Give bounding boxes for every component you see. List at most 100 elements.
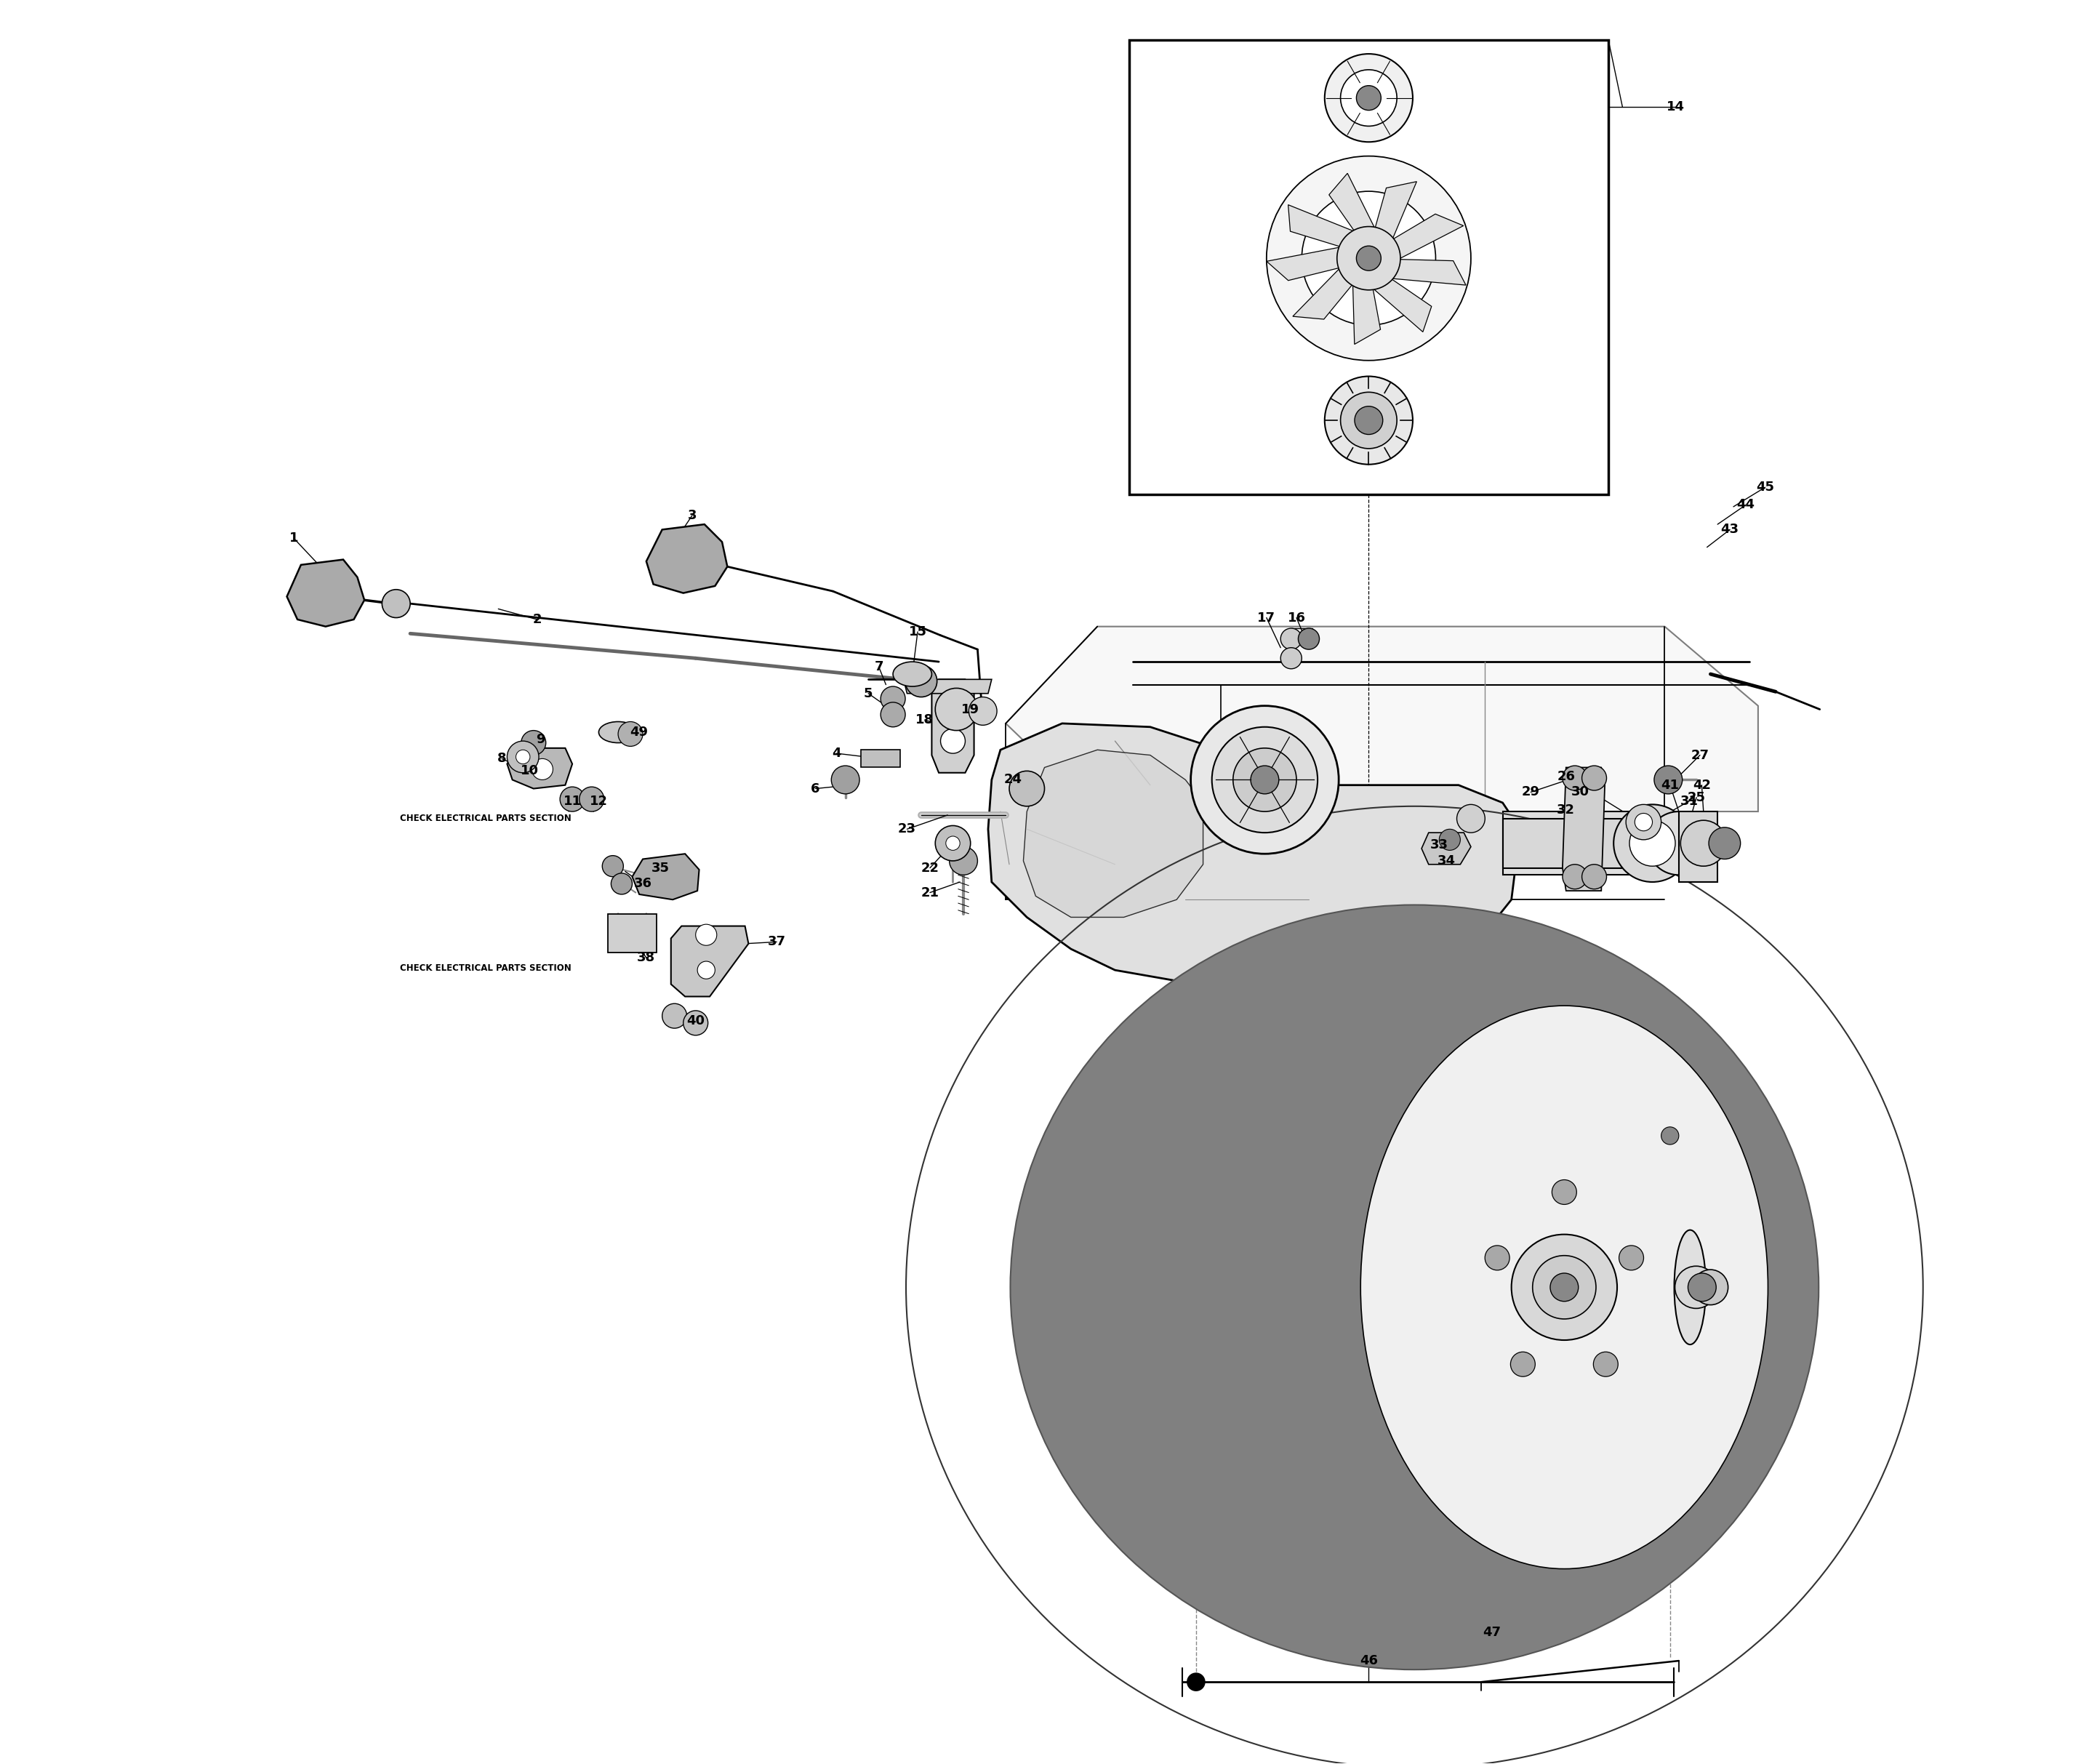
Ellipse shape [1153,1041,1675,1535]
Text: 27: 27 [1690,748,1709,762]
Circle shape [1613,804,1692,882]
Polygon shape [1195,1288,1239,1314]
Circle shape [1661,1127,1680,1145]
Text: 32: 32 [1556,803,1575,817]
Text: 21: 21 [921,886,940,900]
Circle shape [1709,827,1740,859]
Circle shape [602,856,623,877]
Polygon shape [1331,1436,1370,1478]
Circle shape [1337,226,1400,289]
Text: 15: 15 [909,624,928,639]
Circle shape [696,924,717,946]
Text: 5: 5 [863,686,873,700]
Circle shape [618,721,643,746]
Ellipse shape [1673,1230,1707,1344]
Text: 29: 29 [1521,785,1540,799]
Polygon shape [1609,1164,1663,1210]
Polygon shape [1354,286,1381,344]
Polygon shape [508,748,572,789]
Circle shape [382,589,409,617]
Polygon shape [1224,1431,1278,1480]
Bar [1502,811,1652,875]
Polygon shape [1483,1425,1525,1469]
Polygon shape [1266,247,1339,280]
Polygon shape [1414,1487,1452,1529]
Text: 41: 41 [1661,778,1680,792]
Text: 25: 25 [1688,790,1705,804]
Polygon shape [988,723,1521,988]
Text: 44: 44 [1736,499,1755,512]
Circle shape [662,1004,687,1028]
Circle shape [1636,813,1652,831]
Circle shape [1594,1351,1619,1376]
Circle shape [560,787,585,811]
Text: 4: 4 [831,746,842,760]
Polygon shape [1385,1090,1414,1129]
Text: 6: 6 [811,781,821,796]
Text: 3: 3 [687,510,696,522]
Text: 46: 46 [1360,1655,1379,1667]
Polygon shape [1212,1349,1262,1388]
Ellipse shape [1360,1005,1767,1568]
Ellipse shape [1443,1122,1684,1454]
Circle shape [1281,647,1301,669]
Circle shape [1563,766,1588,790]
Circle shape [1009,771,1044,806]
Circle shape [946,836,961,850]
Circle shape [1550,1274,1579,1302]
Circle shape [948,847,978,875]
Text: 11: 11 [564,794,581,808]
Circle shape [1692,1270,1728,1305]
Polygon shape [1375,279,1431,332]
Circle shape [1581,766,1606,790]
Text: 8: 8 [497,751,506,766]
Polygon shape [1289,205,1354,247]
Circle shape [1456,804,1485,833]
Text: 37: 37 [767,935,785,949]
Polygon shape [861,750,900,767]
Polygon shape [1569,1187,1617,1226]
Bar [1128,41,1609,494]
Text: 18: 18 [915,713,934,727]
Text: 12: 12 [589,794,608,808]
Polygon shape [1500,1462,1550,1510]
Circle shape [940,729,965,753]
Circle shape [1439,829,1460,850]
Bar [608,914,656,953]
Text: 9: 9 [537,732,545,746]
Polygon shape [1329,173,1375,231]
Polygon shape [1458,1095,1498,1140]
Text: 22: 22 [921,861,940,875]
Circle shape [1688,1274,1717,1302]
Circle shape [1581,864,1606,889]
Polygon shape [633,854,700,900]
Circle shape [1356,245,1381,270]
Circle shape [1191,706,1339,854]
Text: 19: 19 [961,702,980,716]
Circle shape [1485,1245,1510,1270]
Polygon shape [1201,1117,1255,1166]
Circle shape [1563,864,1588,889]
Polygon shape [1393,259,1466,286]
Polygon shape [1278,1064,1329,1113]
Circle shape [520,730,545,755]
Polygon shape [1293,270,1352,319]
Circle shape [1324,55,1412,141]
Polygon shape [1375,182,1416,238]
Bar [1502,818,1652,868]
Ellipse shape [600,721,637,743]
Circle shape [1552,1180,1577,1205]
Circle shape [508,741,539,773]
Text: 2: 2 [533,612,541,626]
Text: 33: 33 [1431,838,1448,852]
Circle shape [1341,392,1398,448]
Text: 16: 16 [1287,610,1306,624]
Circle shape [612,873,633,894]
Circle shape [1512,1235,1617,1341]
Text: 14: 14 [1667,101,1684,113]
Circle shape [1324,376,1412,464]
Text: CHECK ELECTRICAL PARTS SECTION: CHECK ELECTRICAL PARTS SECTION [399,963,570,974]
Circle shape [1297,628,1320,649]
Ellipse shape [1011,905,1820,1669]
Text: 35: 35 [652,861,668,875]
